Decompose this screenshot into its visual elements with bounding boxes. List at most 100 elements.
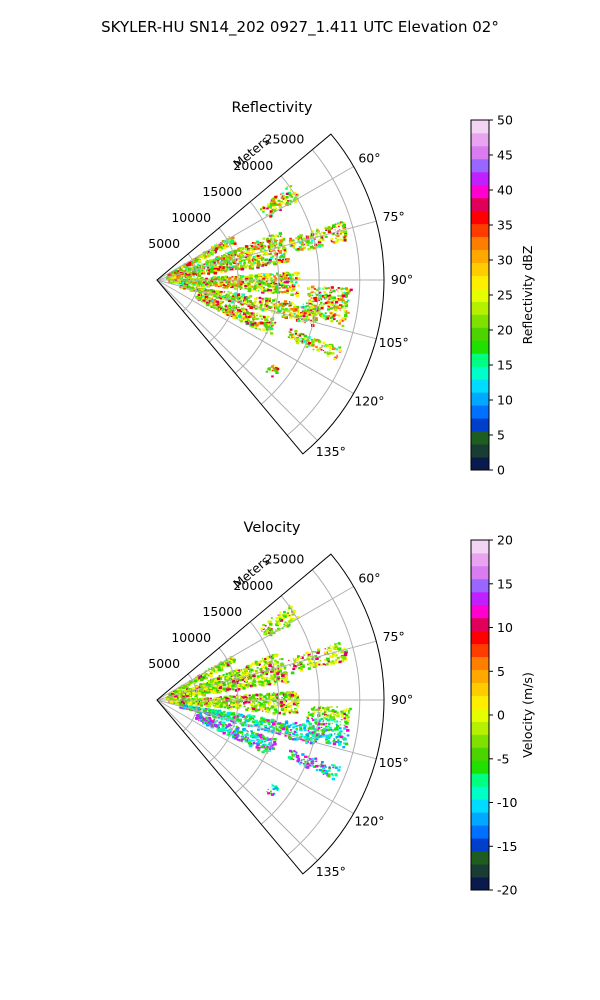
echo-pixel [200,702,203,704]
echo-pixel [240,302,242,304]
echo-pixel [275,660,279,664]
echo-pixel [284,198,287,201]
echo-pixel [254,248,256,250]
echo-pixel [278,671,281,673]
echo-pixel [220,685,223,688]
echo-pixel [264,262,269,266]
echo-pixel [248,667,251,670]
echo-pixel [239,694,242,697]
echo-pixel [183,683,187,686]
echo-pixel [274,239,278,242]
echo-pixel [275,246,277,249]
echo-pixel [210,670,213,673]
echo-pixel [249,255,251,258]
echo-pixel [323,291,327,294]
echo-pixel [247,665,250,667]
echo-pixel [288,288,292,291]
echo-pixel [196,296,198,298]
echo-pixel [250,670,252,672]
echo-pixel [340,319,344,322]
echo-pixel [323,286,326,289]
echo-pixel [241,295,243,297]
echo-pixel [323,295,326,298]
echo-pixel [348,293,350,295]
echo-pixel [275,202,278,204]
echo-pixel [181,281,185,284]
echo-pixel [226,253,228,254]
echo-pixel [319,289,321,291]
echo-pixel [213,670,216,672]
echo-pixel [262,241,265,244]
echo-pixel [241,281,244,283]
echo-pixel [301,338,305,341]
echo-pixel [270,332,274,335]
echo-pixel [218,713,222,717]
echo-pixel [305,318,308,320]
echo-pixel [255,710,257,712]
echo-pixel [292,274,295,276]
echo-pixel [249,295,253,298]
echo-pixel [323,303,325,305]
echo-pixel [260,256,263,258]
echo-pixel [209,262,211,264]
echo-pixel [263,681,267,685]
echo-pixel [214,267,218,270]
echo-pixel [239,264,244,268]
echo-pixel [212,259,215,261]
echo-pixel [289,328,293,331]
echo-pixel [283,308,287,312]
echo-pixel [271,261,274,263]
echo-pixel [233,242,237,245]
echo-pixel [221,296,225,300]
echo-pixel [250,312,254,315]
echo-pixel [209,283,212,286]
echo-pixel [270,670,273,673]
echo-pixel [232,313,235,315]
echo-pixel [214,249,217,252]
echo-pixel [345,313,348,315]
echo-pixel [268,710,271,713]
echo-pixel [282,679,287,682]
echo-pixel [266,683,269,686]
echo-pixel [307,342,312,345]
echo-pixel [273,368,277,371]
echo-pixel [251,686,254,688]
echo-pixel [264,318,268,322]
echo-pixel [225,256,230,260]
echo-pixel [224,695,228,699]
echo-pixel [223,662,226,664]
echo-pixel [237,688,241,691]
range-ring [260,175,320,405]
echo-pixel [297,291,300,293]
colorbar-swatch [471,379,489,393]
echo-pixel [314,232,318,235]
echo-pixel [260,321,264,325]
echo-pixel [189,277,192,280]
echo-pixel [308,235,312,238]
echo-pixel [175,280,179,284]
echo-pixel [200,691,203,694]
echo-pixel [285,280,289,284]
echo-pixel [274,367,278,370]
echo-pixel [246,701,250,704]
echo-pixel [273,260,276,263]
echo-pixel [258,273,261,276]
echo-pixel [317,297,322,301]
echo-pixel [343,291,346,294]
echo-pixel [312,246,317,250]
echo-pixel [245,680,248,683]
echo-pixel [235,283,238,286]
echo-pixel [235,267,239,270]
echo-pixel [226,313,230,316]
echo-pixel [211,263,213,265]
echo-pixel [218,283,222,286]
echo-pixel [191,281,193,283]
echo-pixel [190,285,193,288]
echo-pixel [266,275,270,279]
echo-pixel [279,658,281,660]
echo-pixel [190,263,194,267]
echo-pixel [270,291,273,294]
echo-pixel [221,282,224,285]
echo-pixel [314,317,317,319]
echo-pixel [277,287,281,290]
